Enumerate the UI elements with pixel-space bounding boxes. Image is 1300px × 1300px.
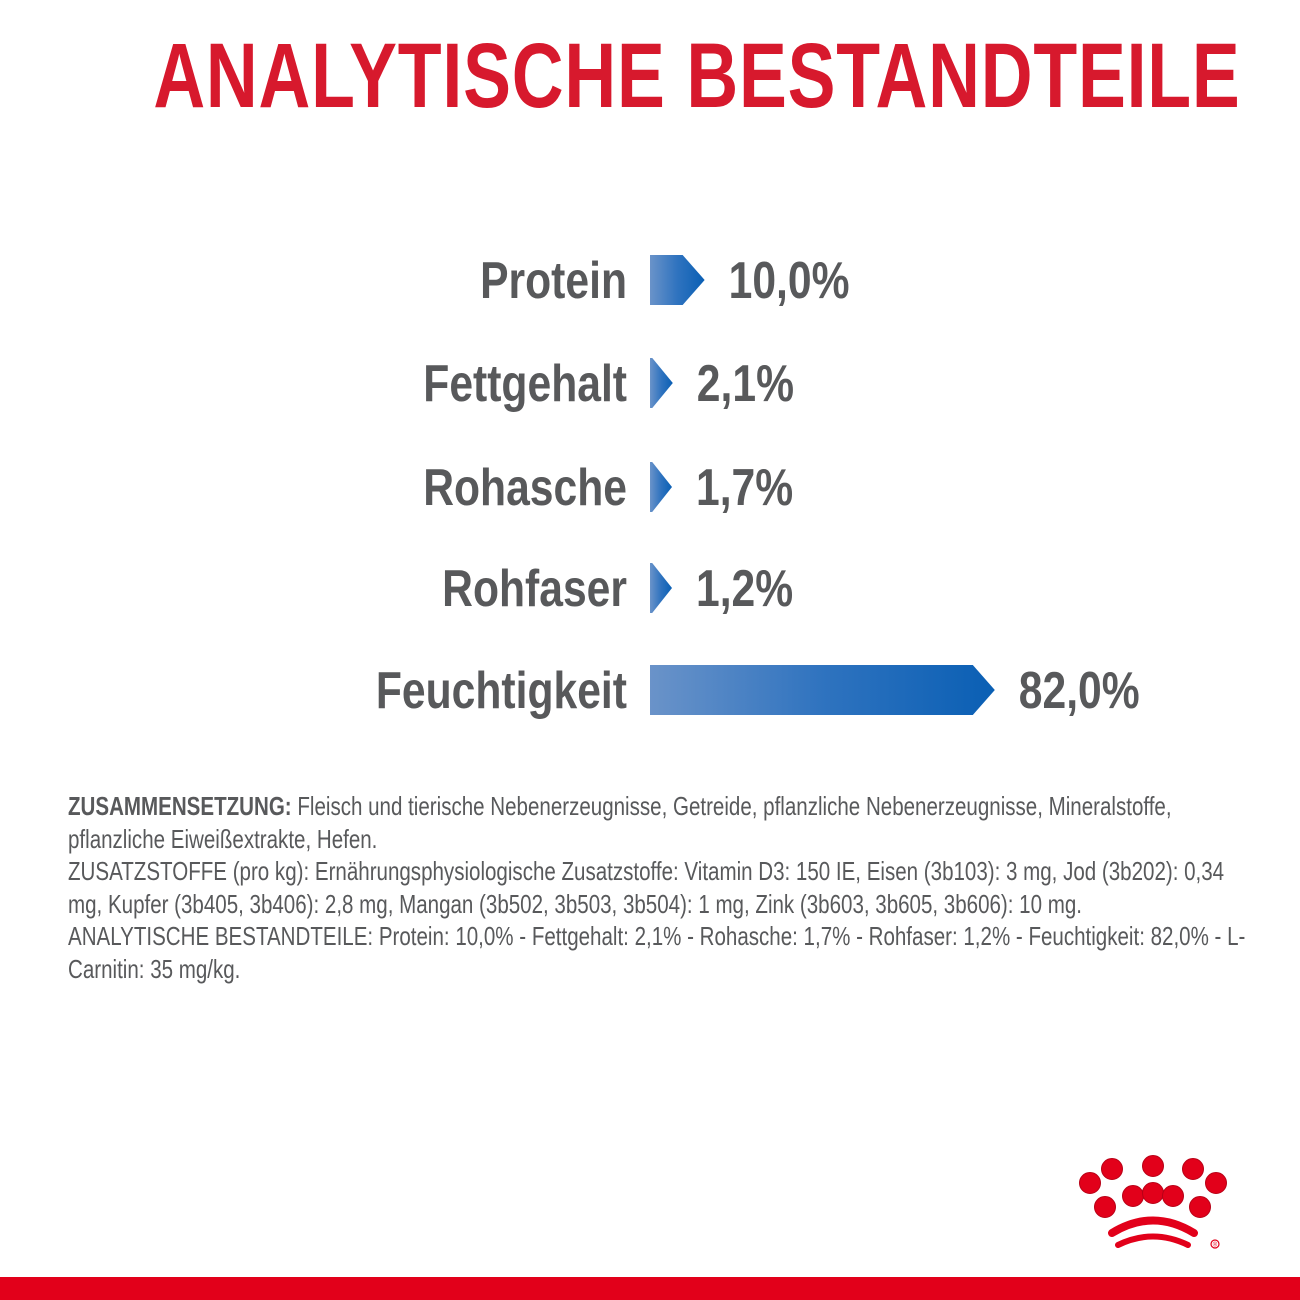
category-label: Rohfaser [442,560,627,618]
bar [650,462,672,512]
bar [650,665,995,715]
composition-heading: ZUSAMMENSETZUNG: [68,791,292,821]
bar-group: Feuchtigkeit 82,0% [376,662,1140,720]
page-title-text: ANALYTISCHE BESTANDTEILE [153,25,1241,127]
bar-group: Rohfaser 1,2% [442,560,793,618]
analytical-text: ANALYTISCHE BESTANDTEILE: Protein: 10,0%… [68,921,1246,984]
page-title: ANALYTISCHE BESTANDTEILE [0,26,1300,126]
bar [650,255,705,305]
category-label: Fettgehalt [423,355,627,413]
value-label: 1,7% [696,459,793,517]
category-label: Protein [480,252,627,310]
nutrient-bar-chart: Protein 10,0%Fettgehalt 2,1%Rohasche 1,7%Ro… [376,252,1140,720]
value-label: 1,2% [696,560,793,618]
value-label: 82,0% [1019,662,1140,720]
value-label: 2,1% [697,355,794,413]
composition-body: Fleisch und tierische Nebenerzeugnisse, … [68,791,1172,854]
registered-mark: ® [1213,1242,1218,1249]
bar [650,563,672,613]
additives-text: ZUSATZSTOFFE (pro kg): Ernährungsphysiol… [68,856,1225,919]
category-label: Feuchtigkeit [376,662,627,720]
category-label: Rohasche [423,459,627,517]
bar [650,358,673,408]
bar-group: Protein 10,0% [480,252,849,310]
composition-text: ZUSAMMENSETZUNG: Fleisch und tierische N… [68,790,1253,985]
royal-canin-crown-logo: ® [1079,1155,1227,1249]
bar-group: Fettgehalt 2,1% [423,355,794,413]
bar-group: Rohasche 1,7% [423,459,793,517]
brand-footer-bar [0,1277,1300,1300]
value-label: 10,0% [729,252,850,310]
